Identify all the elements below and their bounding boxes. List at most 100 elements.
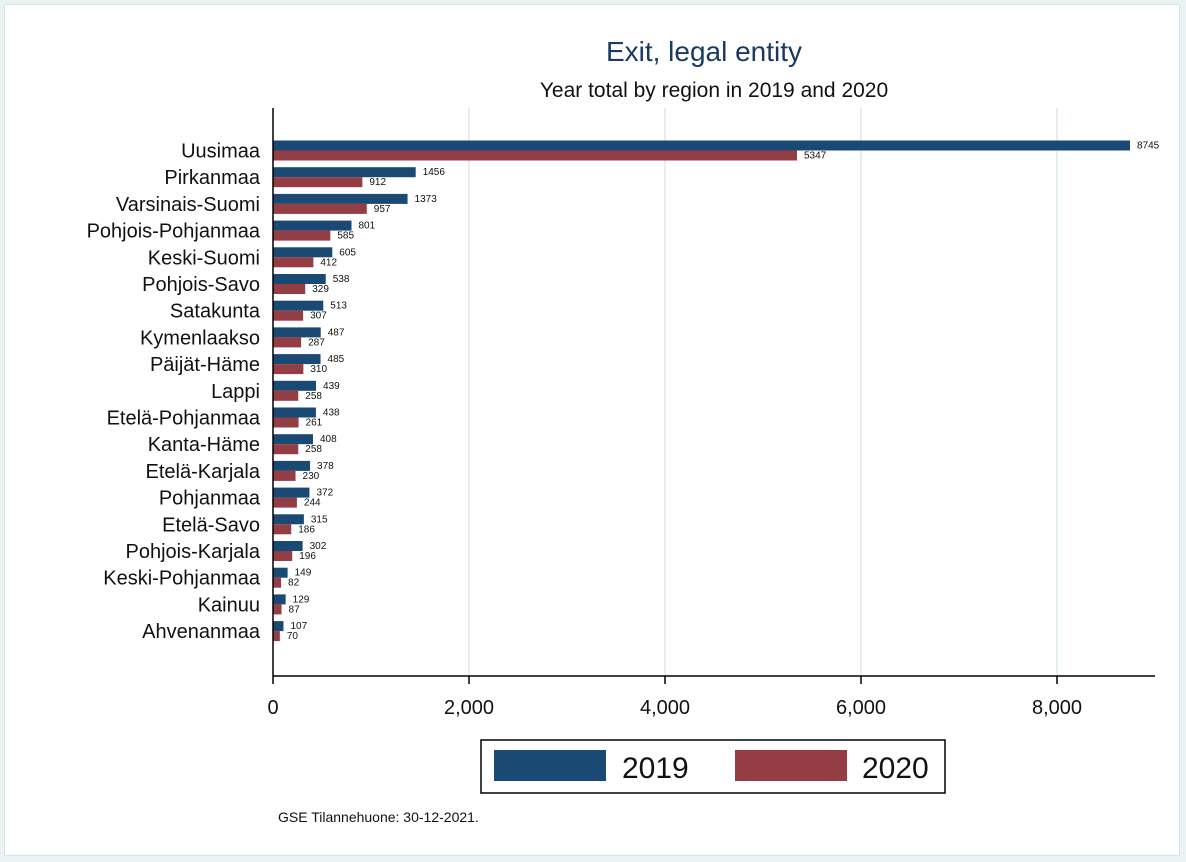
legend-swatch-2020 xyxy=(735,750,847,781)
bar-2019 xyxy=(273,567,288,578)
data-label-2019: 8745 xyxy=(1137,141,1160,152)
data-label-2019: 801 xyxy=(358,221,375,232)
data-label-2020: 585 xyxy=(337,231,354,242)
data-label-2020: 5347 xyxy=(804,151,827,162)
data-label-2019: 538 xyxy=(333,274,350,285)
category-label: Etelä-Karjala xyxy=(145,461,260,483)
category-label: Keski-Pohjanmaa xyxy=(103,568,261,590)
data-label-2020: 70 xyxy=(287,631,299,642)
category-label: Etelä-Savo xyxy=(162,514,260,536)
data-label-2020: 310 xyxy=(310,364,327,375)
bar-2020 xyxy=(273,551,293,561)
bar-2020 xyxy=(273,497,297,508)
data-label-2020: 957 xyxy=(374,204,391,215)
bar-2020 xyxy=(273,631,280,642)
data-label-2019: 513 xyxy=(330,301,347,312)
category-label: Kainuu xyxy=(198,594,260,616)
bar-2020 xyxy=(273,257,314,268)
category-label: Pirkanmaa xyxy=(164,167,260,189)
bar-2020 xyxy=(273,390,299,401)
data-label-2019: 439 xyxy=(323,381,340,392)
data-label-2020: 258 xyxy=(305,444,322,455)
data-label-2019: 149 xyxy=(295,568,312,579)
bar-2019 xyxy=(273,354,321,365)
data-label-2020: 261 xyxy=(306,418,323,429)
data-label-2020: 287 xyxy=(308,337,325,348)
bar-2019 xyxy=(273,594,286,605)
bar-2020 xyxy=(273,150,798,161)
bar-2019 xyxy=(273,541,303,551)
chart-subtitle: Year total by region in 2019 and 2020 xyxy=(540,79,888,102)
data-label-2020: 307 xyxy=(310,311,327,322)
bar-2019 xyxy=(273,434,313,445)
data-label-2020: 186 xyxy=(298,524,315,535)
bar-2019 xyxy=(273,167,416,178)
bar-2019 xyxy=(273,407,316,418)
x-tick-label: 4,000 xyxy=(640,697,690,719)
legend-label-2020: 2020 xyxy=(862,752,929,785)
bar-2019 xyxy=(273,621,284,632)
bar-2020 xyxy=(273,203,367,214)
source-note: GSE Tilannehuone: 30-12-2021. xyxy=(278,809,479,825)
bar-2019 xyxy=(273,140,1131,151)
bar-2019 xyxy=(273,247,333,258)
category-label: Ahvenanmaa xyxy=(142,621,261,643)
data-label-2020: 258 xyxy=(305,391,322,402)
x-tick-label: 6,000 xyxy=(836,697,886,719)
data-label-2019: 485 xyxy=(328,354,345,365)
bar-2020 xyxy=(273,524,292,535)
bar-2019 xyxy=(273,300,324,311)
category-label: Kanta-Häme xyxy=(148,434,260,456)
legend-swatch-2019 xyxy=(494,750,606,781)
data-label-2020: 912 xyxy=(369,177,386,188)
data-label-2019: 302 xyxy=(310,541,327,552)
category-label: Uusimaa xyxy=(181,141,261,163)
bar-2020 xyxy=(273,444,299,455)
gridlines xyxy=(468,108,1058,676)
bar-2019 xyxy=(273,460,311,471)
data-label-2019: 107 xyxy=(290,621,307,632)
category-label: Satakunta xyxy=(170,301,261,323)
legend-label-2019: 2019 xyxy=(622,752,689,785)
data-label-2019: 129 xyxy=(293,594,310,605)
data-label-2020: 82 xyxy=(288,578,300,589)
axes: Uusimaa Pirkanmaa Varsinais-Suomi Pohjois-P… xyxy=(87,108,1155,719)
x-tick-label: 0 xyxy=(267,697,278,719)
category-label: Lappi xyxy=(211,381,260,403)
legend: 2019 2020 xyxy=(480,739,946,794)
bar-2019 xyxy=(273,380,317,391)
bar-2020 xyxy=(273,470,296,481)
data-label-2020: 230 xyxy=(303,471,320,482)
bar-2020 xyxy=(273,310,304,321)
bar-2019 xyxy=(273,327,321,338)
data-label-2019: 605 xyxy=(339,247,356,258)
data-label-2019: 372 xyxy=(316,488,333,499)
data-label-2020: 87 xyxy=(289,604,301,615)
data-label-2019: 487 xyxy=(328,327,345,338)
category-label: Pohjois-Pohjanmaa xyxy=(87,221,261,243)
data-label-2020: 412 xyxy=(320,257,337,268)
bar-2020 xyxy=(273,177,363,188)
data-label-2020: 196 xyxy=(299,551,316,562)
data-label-2019: 408 xyxy=(320,434,337,445)
bar-2019 xyxy=(273,193,408,204)
chart-title: Exit, legal entity xyxy=(606,36,802,67)
category-label: Pohjois-Karjala xyxy=(125,541,260,563)
x-tick-label: 2,000 xyxy=(444,697,494,719)
bar-2020 xyxy=(273,417,299,428)
bar-2020 xyxy=(273,604,282,615)
data-label-2019: 438 xyxy=(323,408,340,419)
bar-2020 xyxy=(273,230,331,241)
category-label: Etelä-Pohjanmaa xyxy=(107,408,261,430)
data-label-2019: 378 xyxy=(317,461,334,472)
bar-2020 xyxy=(273,284,306,294)
bar-2019 xyxy=(273,514,304,525)
bar-2019 xyxy=(273,274,326,284)
bar-2020 xyxy=(273,337,302,348)
x-tick-label: 8,000 xyxy=(1032,697,1082,719)
bar-2019 xyxy=(273,487,310,498)
bar-2019 xyxy=(273,220,352,231)
bar-2020 xyxy=(273,364,304,375)
